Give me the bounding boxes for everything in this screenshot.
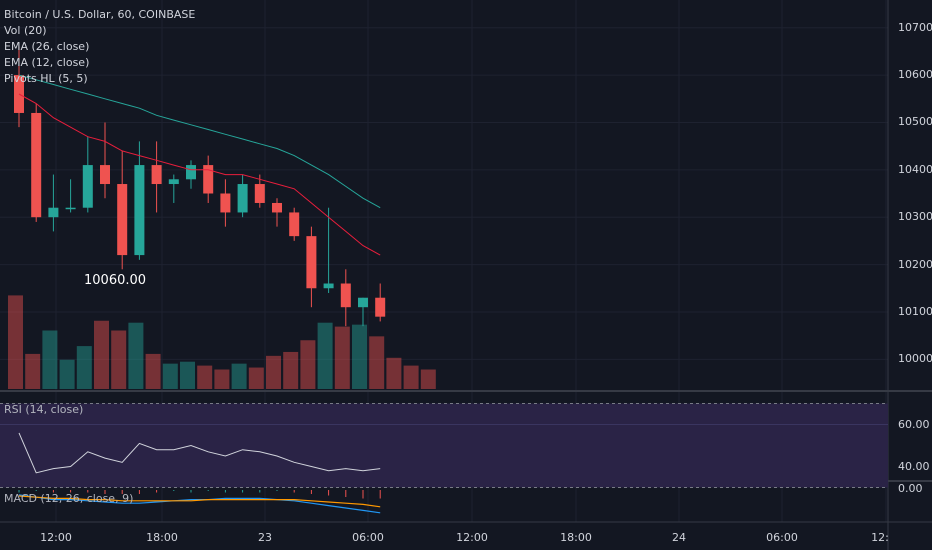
- candle-body: [254, 184, 265, 203]
- volume-bar: [197, 365, 213, 389]
- candle-body: [117, 184, 128, 256]
- candle-body: [100, 165, 110, 185]
- time-axis-label: 24: [672, 531, 686, 544]
- price-axis-label: 10300.00: [898, 210, 932, 224]
- time-axis-label: 12:00: [40, 531, 72, 544]
- legend-macd[interactable]: MACD (12, 26, close, 9): [4, 492, 134, 505]
- volume-bar: [128, 322, 144, 389]
- volume-bar: [180, 361, 195, 389]
- candle-body: [186, 165, 196, 180]
- macd-signal-line: [18, 495, 381, 508]
- time-axis-label: 18:00: [146, 531, 178, 544]
- candle-body: [289, 212, 300, 237]
- candle-body: [31, 112, 42, 218]
- volume-bar: [42, 330, 58, 389]
- candle-body: [220, 193, 231, 213]
- volume-bar: [214, 369, 230, 389]
- legend-pivots[interactable]: Pivots HL (5, 5): [4, 72, 88, 85]
- volume-bar: [145, 353, 161, 389]
- rsi-band: [0, 403, 888, 488]
- volume-bar: [111, 330, 127, 389]
- volume-bar: [317, 322, 333, 389]
- volume-bar: [59, 359, 75, 389]
- ema26-line: [18, 74, 381, 209]
- candle-body: [375, 297, 386, 317]
- volume-bar: [248, 367, 264, 389]
- candle-body: [82, 165, 93, 208]
- volume-bar: [162, 363, 178, 389]
- macd-axis-label: 0.00: [898, 482, 923, 495]
- volume-bar: [403, 365, 419, 389]
- legend-ema12[interactable]: EMA (12, close): [4, 56, 90, 69]
- volume-bar: [25, 353, 41, 389]
- volume-bar: [94, 320, 109, 389]
- candle-body: [134, 165, 145, 256]
- candle-body: [272, 202, 282, 213]
- time-axis-label: 12:: [871, 531, 889, 544]
- candle-body: [151, 165, 162, 185]
- price-axis-label: 10000.00: [898, 352, 932, 366]
- candle-body: [203, 165, 214, 194]
- candle-body: [237, 184, 248, 213]
- rsi-axis-label: 40.00: [898, 459, 930, 473]
- price-axis-label: 10400.00: [898, 162, 932, 176]
- volume-bar: [386, 357, 402, 389]
- volume-bar: [300, 340, 316, 389]
- legend-rsi[interactable]: RSI (14, close): [4, 403, 84, 416]
- candle-body: [340, 283, 351, 308]
- volume-bar: [8, 295, 23, 389]
- time-axis-label: 23: [258, 531, 272, 544]
- volume-bar: [334, 326, 350, 389]
- price-axis-label: 10100.00: [898, 304, 932, 318]
- price-axis-label: 10700.00: [898, 20, 932, 34]
- volume-bar: [369, 336, 385, 389]
- legend-ema26[interactable]: EMA (26, close): [4, 40, 90, 53]
- volume-bar: [420, 369, 436, 389]
- candle-body: [65, 207, 76, 210]
- legend-vol[interactable]: Vol (20): [4, 24, 47, 37]
- rsi-axis-label: 60.00: [898, 417, 930, 431]
- candle-body: [168, 179, 179, 185]
- legend: Bitcoin / U.S. Dollar, 60, COINBASE Vol …: [4, 7, 195, 87]
- candle-body: [48, 207, 59, 218]
- pivot-low-label: 10060.00: [84, 273, 147, 288]
- time-axis-label: 12:00: [456, 531, 488, 544]
- price-axis-label: 10200.00: [898, 257, 932, 271]
- volume-bar: [76, 346, 92, 389]
- volume-bar: [266, 355, 281, 389]
- candle-body: [306, 236, 317, 289]
- price-axis-label: 10600.00: [898, 68, 932, 82]
- ema12-line: [18, 93, 381, 256]
- time-axis-label: 06:00: [766, 531, 798, 544]
- candle-body: [358, 297, 368, 308]
- volume-bar: [352, 324, 367, 389]
- legend-symbol[interactable]: Bitcoin / U.S. Dollar, 60, COINBASE: [4, 8, 196, 21]
- time-axis-label: 18:00: [560, 531, 592, 544]
- volume-bar: [283, 351, 299, 389]
- volume-bar: [231, 363, 247, 389]
- time-axis-label: 06:00: [352, 531, 384, 544]
- rsi-line: [18, 432, 381, 474]
- candle-body: [323, 283, 334, 289]
- price-axis-label: 10500.00: [898, 115, 932, 129]
